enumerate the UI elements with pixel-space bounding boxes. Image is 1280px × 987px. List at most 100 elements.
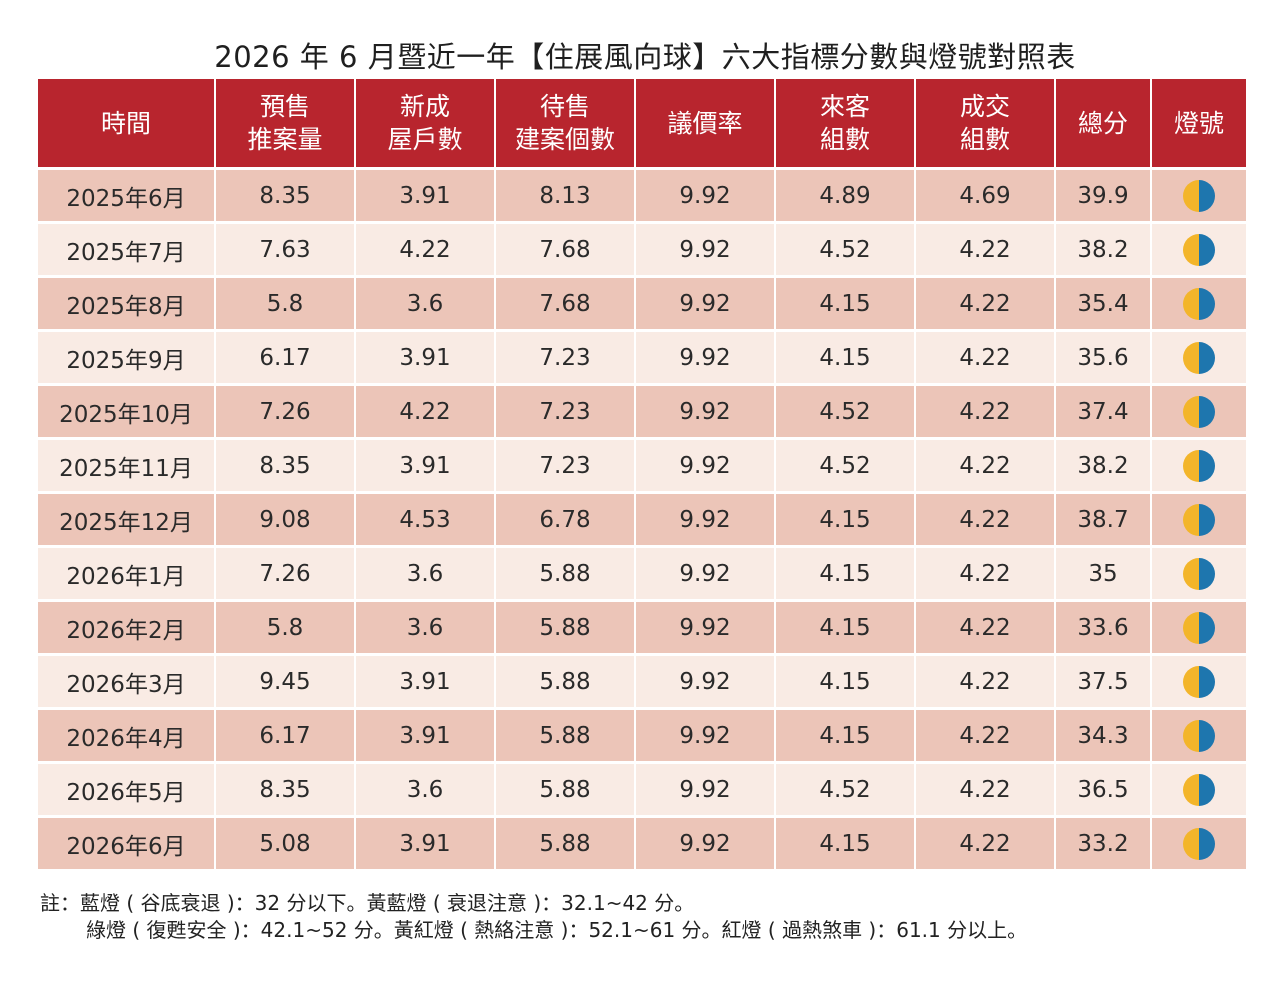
cell-visitors: 4.89 bbox=[774, 167, 914, 221]
cell-deals: 4.22 bbox=[914, 599, 1054, 653]
cell-light bbox=[1150, 329, 1246, 383]
cell-bargain-rate: 9.92 bbox=[634, 329, 774, 383]
yellow-blue-light-icon bbox=[1183, 611, 1215, 644]
cell-light bbox=[1150, 653, 1246, 707]
cell-time: 2025年10月 bbox=[38, 383, 214, 437]
cell-deals: 4.22 bbox=[914, 491, 1054, 545]
yellow-blue-light-icon bbox=[1183, 287, 1215, 320]
cell-total: 39.9 bbox=[1054, 167, 1150, 221]
cell-new-units: 3.91 bbox=[354, 437, 494, 491]
table-row: 2025年12月 9.08 4.53 6.78 9.92 4.15 4.22 38.7 bbox=[38, 491, 1246, 545]
column-header-total: 總分 bbox=[1054, 79, 1150, 167]
cell-visitors: 4.15 bbox=[774, 329, 914, 383]
cell-visitors: 4.15 bbox=[774, 653, 914, 707]
cell-presale-volume: 7.26 bbox=[214, 545, 354, 599]
cell-deals: 4.22 bbox=[914, 545, 1054, 599]
cell-total: 35 bbox=[1054, 545, 1150, 599]
column-header-presale-volume: 預售 推案量 bbox=[214, 79, 354, 167]
cell-total: 35.6 bbox=[1054, 329, 1150, 383]
cell-visitors: 4.52 bbox=[774, 383, 914, 437]
cell-time: 2025年8月 bbox=[38, 275, 214, 329]
cell-visitors: 4.52 bbox=[774, 221, 914, 275]
cell-presale-volume: 9.45 bbox=[214, 653, 354, 707]
cell-bargain-rate: 9.92 bbox=[634, 761, 774, 815]
table-row: 2026年1月 7.26 3.6 5.88 9.92 4.15 4.22 35 bbox=[38, 545, 1246, 599]
cell-deals: 4.22 bbox=[914, 221, 1054, 275]
cell-total: 38.2 bbox=[1054, 221, 1150, 275]
yellow-blue-light-icon bbox=[1183, 449, 1215, 482]
column-header-unsold-projects: 待售 建案個數 bbox=[494, 79, 634, 167]
header-line: 新成 bbox=[399, 92, 450, 121]
table-row: 2026年3月 9.45 3.91 5.88 9.92 4.15 4.22 37.5 bbox=[38, 653, 1246, 707]
cell-unsold-projects: 7.68 bbox=[494, 221, 634, 275]
cell-light bbox=[1150, 383, 1246, 437]
note-line: 註：藍燈 ( 谷底衰退 )：32 分以下。黃藍燈 ( 衰退注意 )：32.1~4… bbox=[40, 891, 695, 915]
cell-new-units: 3.91 bbox=[354, 653, 494, 707]
cell-total: 37.4 bbox=[1054, 383, 1150, 437]
header-line: 總分 bbox=[1077, 108, 1128, 138]
cell-light bbox=[1150, 707, 1246, 761]
cell-presale-volume: 6.17 bbox=[214, 329, 354, 383]
cell-presale-volume: 7.63 bbox=[214, 221, 354, 275]
cell-time: 2026年2月 bbox=[38, 599, 214, 653]
cell-presale-volume: 8.35 bbox=[214, 761, 354, 815]
cell-presale-volume: 9.08 bbox=[214, 491, 354, 545]
cell-bargain-rate: 9.92 bbox=[634, 707, 774, 761]
note-line: 綠燈 ( 復甦安全 )：42.1~52 分。黃紅燈 ( 熱絡注意 )：52.1~… bbox=[86, 918, 1028, 942]
cell-visitors: 4.15 bbox=[774, 545, 914, 599]
cell-new-units: 4.22 bbox=[354, 383, 494, 437]
cell-total: 35.4 bbox=[1054, 275, 1150, 329]
table-row: 2025年6月 8.35 3.91 8.13 9.92 4.89 4.69 39.9 bbox=[38, 167, 1246, 221]
cell-visitors: 4.15 bbox=[774, 815, 914, 869]
header-row: 時間 預售 推案量 新成 屋戶數 待售 建案個數 議價率 來客 組數 成交 組數 總分 燈… bbox=[38, 79, 1246, 167]
cell-total: 37.5 bbox=[1054, 653, 1150, 707]
cell-new-units: 3.6 bbox=[354, 599, 494, 653]
cell-bargain-rate: 9.92 bbox=[634, 167, 774, 221]
cell-deals: 4.22 bbox=[914, 815, 1054, 869]
cell-bargain-rate: 9.92 bbox=[634, 275, 774, 329]
cell-visitors: 4.15 bbox=[774, 491, 914, 545]
cell-visitors: 4.15 bbox=[774, 707, 914, 761]
cell-light bbox=[1150, 275, 1246, 329]
yellow-blue-light-icon bbox=[1183, 665, 1215, 698]
cell-visitors: 4.52 bbox=[774, 437, 914, 491]
cell-light bbox=[1150, 761, 1246, 815]
cell-time: 2025年11月 bbox=[38, 437, 214, 491]
table-body: 2025年6月 8.35 3.91 8.13 9.92 4.89 4.69 39.9 2025年… bbox=[38, 167, 1246, 869]
cell-new-units: 4.22 bbox=[354, 221, 494, 275]
cell-light bbox=[1150, 167, 1246, 221]
cell-time: 2025年6月 bbox=[38, 167, 214, 221]
cell-new-units: 4.53 bbox=[354, 491, 494, 545]
cell-time: 2025年7月 bbox=[38, 221, 214, 275]
column-header-deals: 成交 組數 bbox=[914, 79, 1054, 167]
cell-presale-volume: 6.17 bbox=[214, 707, 354, 761]
cell-unsold-projects: 5.88 bbox=[494, 653, 634, 707]
yellow-blue-light-icon bbox=[1183, 719, 1215, 752]
header-line: 待售 bbox=[539, 92, 590, 121]
cell-light bbox=[1150, 599, 1246, 653]
cell-deals: 4.22 bbox=[914, 275, 1054, 329]
cell-unsold-projects: 7.23 bbox=[494, 329, 634, 383]
cell-new-units: 3.6 bbox=[354, 275, 494, 329]
column-header-bargain-rate: 議價率 bbox=[634, 79, 774, 167]
yellow-blue-light-icon bbox=[1183, 503, 1215, 536]
cell-unsold-projects: 8.13 bbox=[494, 167, 634, 221]
cell-bargain-rate: 9.92 bbox=[634, 545, 774, 599]
table-row: 2026年6月 5.08 3.91 5.88 9.92 4.15 4.22 33.2 bbox=[38, 815, 1246, 869]
column-header-new-units: 新成 屋戶數 bbox=[354, 79, 494, 167]
yellow-blue-light-icon bbox=[1183, 179, 1215, 212]
cell-bargain-rate: 9.92 bbox=[634, 383, 774, 437]
cell-total: 36.5 bbox=[1054, 761, 1150, 815]
cell-deals: 4.22 bbox=[914, 329, 1054, 383]
cell-light bbox=[1150, 545, 1246, 599]
cell-bargain-rate: 9.92 bbox=[634, 599, 774, 653]
cell-deals: 4.22 bbox=[914, 653, 1054, 707]
cell-time: 2026年6月 bbox=[38, 815, 214, 869]
cell-presale-volume: 5.8 bbox=[214, 275, 354, 329]
cell-visitors: 4.15 bbox=[774, 275, 914, 329]
table-row: 2025年11月 8.35 3.91 7.23 9.92 4.52 4.22 38.2 bbox=[38, 437, 1246, 491]
cell-unsold-projects: 6.78 bbox=[494, 491, 634, 545]
cell-time: 2026年1月 bbox=[38, 545, 214, 599]
yellow-blue-light-icon bbox=[1183, 233, 1215, 266]
cell-time: 2026年5月 bbox=[38, 761, 214, 815]
